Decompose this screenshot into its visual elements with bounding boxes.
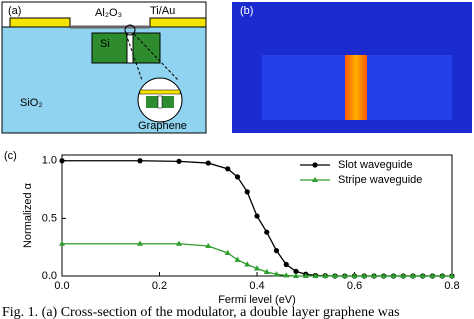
si-label: Si (100, 38, 110, 50)
marker (205, 242, 212, 249)
marker (361, 272, 368, 278)
marker (254, 213, 260, 219)
marker (380, 272, 387, 278)
marker (244, 189, 250, 195)
marker (293, 272, 299, 278)
marker (254, 265, 260, 271)
marker (59, 240, 65, 246)
marker (234, 174, 241, 180)
sio2-label: SiO₂ (20, 97, 43, 109)
marker (224, 249, 231, 255)
panel-label: (c) (4, 150, 17, 162)
marker (176, 240, 182, 246)
metal-left (9, 17, 71, 28)
panel-label: (b) (240, 5, 253, 17)
marker (390, 272, 397, 278)
x-tick-label: 0.4 (249, 280, 264, 292)
tiau-label: Ti/Au (150, 5, 175, 17)
marker (410, 272, 416, 278)
graphene-label: Graphene (138, 120, 187, 132)
marker (341, 272, 348, 278)
marker (439, 272, 446, 278)
zoom-spot (124, 24, 136, 36)
panel-a: (a) Al₂O₃ Ti/Au Si SiO₂ Graphene (1, 1, 207, 134)
x-tick-label: 0.2 (152, 280, 167, 292)
marker (264, 229, 270, 235)
marker (283, 261, 289, 268)
series-line (62, 243, 452, 277)
marker (332, 272, 338, 278)
marker (205, 160, 211, 166)
legend-marker (312, 176, 318, 182)
marker (419, 272, 426, 278)
marker (293, 268, 299, 274)
y-tick-label: 1.0 (42, 155, 57, 167)
legend-marker (312, 162, 318, 168)
marker (244, 261, 251, 267)
al2o3-label: Al₂O₃ (95, 7, 122, 19)
marker (322, 272, 329, 278)
marker (176, 158, 182, 164)
field-core (345, 55, 367, 120)
marker (371, 272, 377, 278)
legend-label: Slot waveguide (338, 159, 413, 171)
zoom-line (125, 33, 143, 81)
marker (225, 166, 231, 172)
y-tick-label: 0.5 (42, 212, 57, 224)
marker (283, 272, 290, 278)
y-axis-label: Normalized α (22, 182, 34, 248)
marker (263, 268, 270, 274)
metal-right (149, 17, 207, 28)
marker (137, 240, 143, 246)
x-tick-label: 0.6 (347, 280, 362, 292)
panel-label: (a) (8, 5, 21, 17)
marker (429, 272, 436, 278)
marker (351, 272, 358, 278)
y-tick-label: 0.0 (42, 270, 57, 282)
panel-b: (b) (232, 2, 472, 133)
caption: Fig. 1. (a) Cross-section of the modulat… (2, 305, 400, 319)
marker (234, 256, 241, 262)
marker (273, 271, 280, 277)
legend-label: Stripe waveguide (338, 174, 422, 186)
slot (126, 32, 134, 64)
marker (137, 158, 143, 164)
x-tick-label: 0.0 (54, 280, 69, 292)
x-axis-label: Fermi level (eV) (218, 294, 296, 306)
marker (400, 272, 407, 278)
zoom-line (133, 33, 179, 81)
marker (312, 272, 319, 278)
zoom-metal (139, 89, 181, 95)
marker (273, 248, 280, 254)
marker (302, 272, 309, 278)
x-tick-label: 0.8 (444, 280, 459, 292)
marker (449, 272, 455, 278)
marker (59, 158, 65, 164)
zoom-slot (157, 95, 163, 109)
